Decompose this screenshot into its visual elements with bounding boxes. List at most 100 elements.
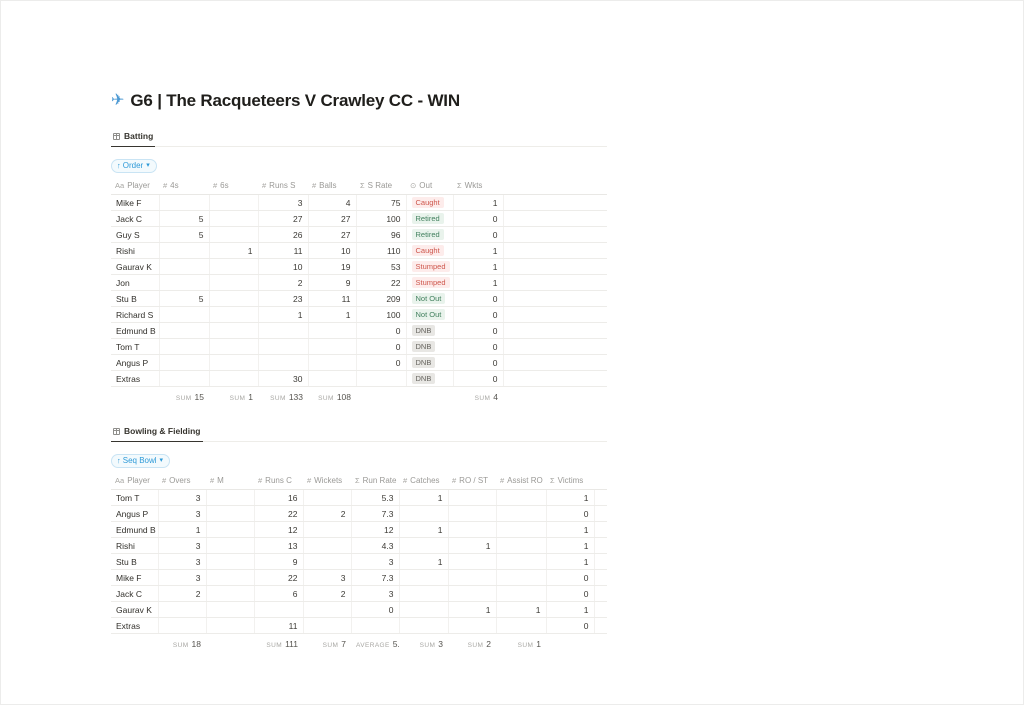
runs-conceded-cell[interactable]: 13 xyxy=(254,537,304,554)
assist-runout-cell[interactable] xyxy=(496,505,547,522)
runout-stumping-cell[interactable] xyxy=(448,489,497,506)
player-cell[interactable]: Richard S xyxy=(111,306,160,323)
run-rate-cell[interactable]: 5.3 xyxy=(351,489,400,506)
runout-stumping-cell[interactable] xyxy=(448,521,497,538)
sixes-cell[interactable] xyxy=(209,258,259,275)
overs-cell[interactable] xyxy=(158,601,207,618)
balls-cell[interactable] xyxy=(308,354,357,371)
footer-sum-wkts[interactable]: SUM 4 xyxy=(474,392,498,402)
victims-cell[interactable]: 0 xyxy=(546,505,595,522)
balls-cell[interactable] xyxy=(308,338,357,355)
out-cell[interactable]: DNB xyxy=(406,338,454,355)
wickets-cell[interactable] xyxy=(303,537,352,554)
assist-runout-cell[interactable] xyxy=(496,489,547,506)
footer-sum-4s[interactable]: SUM 15 xyxy=(175,392,204,402)
balls-cell[interactable]: 10 xyxy=(308,242,357,259)
col-header-player[interactable]: Aa Player xyxy=(111,473,158,490)
player-cell[interactable]: Edmund B xyxy=(111,322,160,339)
strike-rate-cell[interactable]: 75 xyxy=(356,194,407,211)
fours-cell[interactable] xyxy=(159,242,210,259)
wickets-cell[interactable] xyxy=(303,601,352,618)
maidens-cell[interactable] xyxy=(206,521,255,538)
player-cell[interactable]: Tom T xyxy=(111,489,159,506)
catches-cell[interactable] xyxy=(399,505,449,522)
footer-sum-6s[interactable]: SUM 1 xyxy=(229,392,253,402)
runs-conceded-cell[interactable]: 22 xyxy=(254,505,304,522)
col-header-player[interactable]: Aa Player xyxy=(111,178,159,195)
col-header-m[interactable]: # M xyxy=(206,473,254,490)
out-cell[interactable]: Retired xyxy=(406,210,454,227)
wickets-cell[interactable]: 2 xyxy=(303,505,352,522)
col-header-victims[interactable]: Σ Victims xyxy=(546,473,594,490)
col-header-wkts[interactable]: Σ Wkts xyxy=(453,178,503,195)
victims-cell[interactable]: 0 xyxy=(546,585,595,602)
col-header-assist-ro[interactable]: # Assist RO xyxy=(496,473,546,490)
wickets-lost-cell[interactable]: 0 xyxy=(453,210,504,227)
strike-rate-cell[interactable]: 110 xyxy=(356,242,407,259)
overs-cell[interactable]: 3 xyxy=(158,553,207,570)
batting-sort-chip[interactable]: ↑ Order ▾ xyxy=(111,158,157,173)
strike-rate-cell[interactable]: 22 xyxy=(356,274,407,291)
runout-stumping-cell[interactable] xyxy=(448,569,497,586)
run-rate-cell[interactable] xyxy=(351,617,400,634)
wickets-lost-cell[interactable]: 0 xyxy=(453,226,504,243)
runs-scored-cell[interactable]: 1 xyxy=(258,306,309,323)
fours-cell[interactable] xyxy=(159,274,210,291)
out-cell[interactable]: Caught xyxy=(406,194,454,211)
wickets-cell[interactable] xyxy=(303,553,352,570)
col-header-run-rate[interactable]: Σ Run Rate xyxy=(351,473,399,490)
runout-stumping-cell[interactable] xyxy=(448,553,497,570)
catches-cell[interactable] xyxy=(399,537,449,554)
runs-conceded-cell[interactable]: 11 xyxy=(254,617,304,634)
fours-cell[interactable]: 5 xyxy=(159,226,210,243)
player-cell[interactable]: Mike F xyxy=(111,569,159,586)
player-cell[interactable]: Gaurav K xyxy=(111,601,159,618)
overs-cell[interactable]: 3 xyxy=(158,569,207,586)
catches-cell[interactable]: 1 xyxy=(399,489,449,506)
assist-runout-cell[interactable]: 1 xyxy=(496,601,547,618)
strike-rate-cell[interactable]: 96 xyxy=(356,226,407,243)
catches-cell[interactable]: 1 xyxy=(399,553,449,570)
overs-cell[interactable]: 2 xyxy=(158,585,207,602)
assist-runout-cell[interactable] xyxy=(496,617,547,634)
col-header-4s[interactable]: #4s xyxy=(159,178,209,195)
runs-scored-cell[interactable] xyxy=(258,338,309,355)
wickets-lost-cell[interactable]: 0 xyxy=(453,290,504,307)
col-header-runs-s[interactable]: # Runs S xyxy=(258,178,308,195)
balls-cell[interactable]: 27 xyxy=(308,210,357,227)
balls-cell[interactable] xyxy=(308,370,357,387)
fours-cell[interactable] xyxy=(159,306,210,323)
runs-scored-cell[interactable]: 30 xyxy=(258,370,309,387)
col-header-overs[interactable]: # Overs xyxy=(158,473,206,490)
player-cell[interactable]: Angus P xyxy=(111,505,159,522)
wickets-lost-cell[interactable]: 1 xyxy=(453,274,504,291)
runout-stumping-cell[interactable] xyxy=(448,617,497,634)
fours-cell[interactable] xyxy=(159,354,210,371)
wickets-lost-cell[interactable]: 0 xyxy=(453,338,504,355)
player-cell[interactable]: Stu B xyxy=(111,553,159,570)
col-header-wickets[interactable]: # Wickets xyxy=(303,473,351,490)
runs-conceded-cell[interactable]: 22 xyxy=(254,569,304,586)
catches-cell[interactable] xyxy=(399,569,449,586)
runs-scored-cell[interactable]: 3 xyxy=(258,194,309,211)
col-header-6s[interactable]: #6s xyxy=(209,178,258,195)
footer-sum-balls[interactable]: SUM 108 xyxy=(318,392,351,402)
strike-rate-cell[interactable]: 209 xyxy=(356,290,407,307)
runs-conceded-cell[interactable]: 6 xyxy=(254,585,304,602)
sixes-cell[interactable] xyxy=(209,274,259,291)
player-cell[interactable]: Stu B xyxy=(111,290,160,307)
run-rate-cell[interactable]: 7.3 xyxy=(351,505,400,522)
col-header-out[interactable]: ⊙ Out xyxy=(406,178,453,195)
runs-conceded-cell[interactable] xyxy=(254,601,304,618)
balls-cell[interactable]: 1 xyxy=(308,306,357,323)
runs-conceded-cell[interactable]: 9 xyxy=(254,553,304,570)
runs-conceded-cell[interactable]: 16 xyxy=(254,489,304,506)
fours-cell[interactable] xyxy=(159,370,210,387)
runs-scored-cell[interactable]: 27 xyxy=(258,210,309,227)
wickets-cell[interactable]: 2 xyxy=(303,585,352,602)
wickets-lost-cell[interactable]: 1 xyxy=(453,242,504,259)
player-cell[interactable]: Jack C xyxy=(111,585,159,602)
player-cell[interactable]: Jack C xyxy=(111,210,160,227)
victims-cell[interactable]: 0 xyxy=(546,617,595,634)
player-cell[interactable]: Mike F xyxy=(111,194,160,211)
